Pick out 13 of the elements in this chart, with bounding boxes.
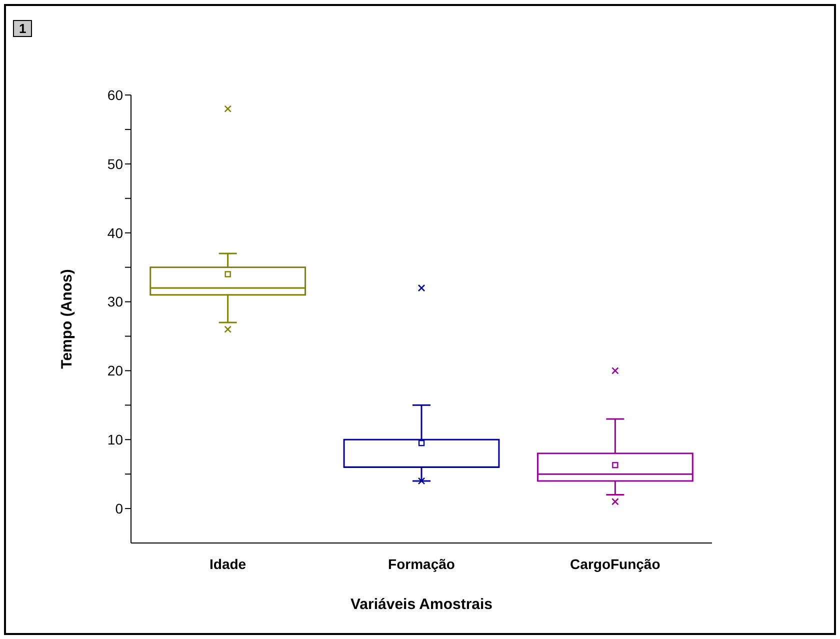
y-tick-label: 20	[107, 362, 124, 379]
x-tick-label: Idade	[210, 556, 246, 572]
y-tick-label: 10	[107, 432, 124, 448]
y-axis-title: Tempo (Anos)	[58, 269, 76, 369]
x-tick-label: CargoFunção	[570, 556, 660, 572]
x-tick-label: Formação	[388, 556, 455, 572]
y-tick-label: 0	[115, 500, 124, 517]
y-tick-label: 50	[107, 156, 124, 172]
text: 1	[13, 20, 32, 37]
y-tick-label: 30	[107, 294, 124, 310]
y-tick-label: 40	[107, 224, 124, 241]
x-axis-title: Variáveis Amostrais	[350, 596, 493, 613]
y-tick-label: 60	[107, 86, 124, 103]
